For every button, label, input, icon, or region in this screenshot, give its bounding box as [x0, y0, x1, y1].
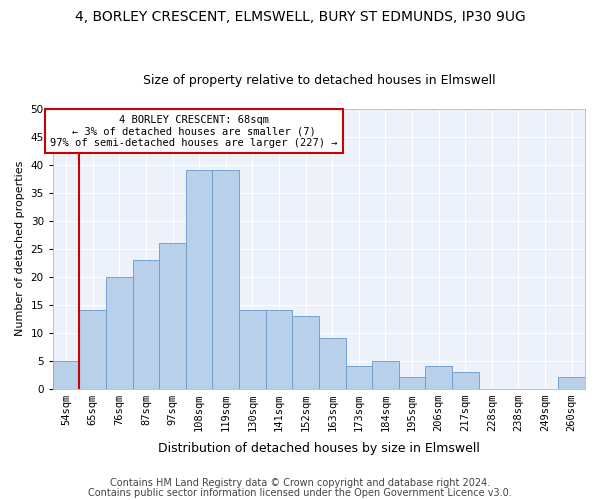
Bar — [292, 316, 319, 388]
Bar — [372, 360, 399, 388]
Bar — [319, 338, 346, 388]
Title: Size of property relative to detached houses in Elmswell: Size of property relative to detached ho… — [143, 74, 495, 87]
Bar — [159, 243, 186, 388]
Bar — [53, 360, 79, 388]
Text: Contains public sector information licensed under the Open Government Licence v3: Contains public sector information licen… — [88, 488, 512, 498]
Bar — [106, 276, 133, 388]
Bar — [239, 310, 266, 388]
Text: Contains HM Land Registry data © Crown copyright and database right 2024.: Contains HM Land Registry data © Crown c… — [110, 478, 490, 488]
Bar — [186, 170, 212, 388]
Y-axis label: Number of detached properties: Number of detached properties — [15, 161, 25, 336]
Bar — [399, 378, 425, 388]
Bar — [266, 310, 292, 388]
Bar — [559, 378, 585, 388]
X-axis label: Distribution of detached houses by size in Elmswell: Distribution of detached houses by size … — [158, 442, 480, 455]
Bar — [452, 372, 479, 388]
Text: 4 BORLEY CRESCENT: 68sqm
← 3% of detached houses are smaller (7)
97% of semi-det: 4 BORLEY CRESCENT: 68sqm ← 3% of detache… — [50, 114, 338, 148]
Bar — [425, 366, 452, 388]
Bar — [346, 366, 372, 388]
Bar — [133, 260, 159, 388]
Bar — [212, 170, 239, 388]
Text: 4, BORLEY CRESCENT, ELMSWELL, BURY ST EDMUNDS, IP30 9UG: 4, BORLEY CRESCENT, ELMSWELL, BURY ST ED… — [74, 10, 526, 24]
Bar — [79, 310, 106, 388]
